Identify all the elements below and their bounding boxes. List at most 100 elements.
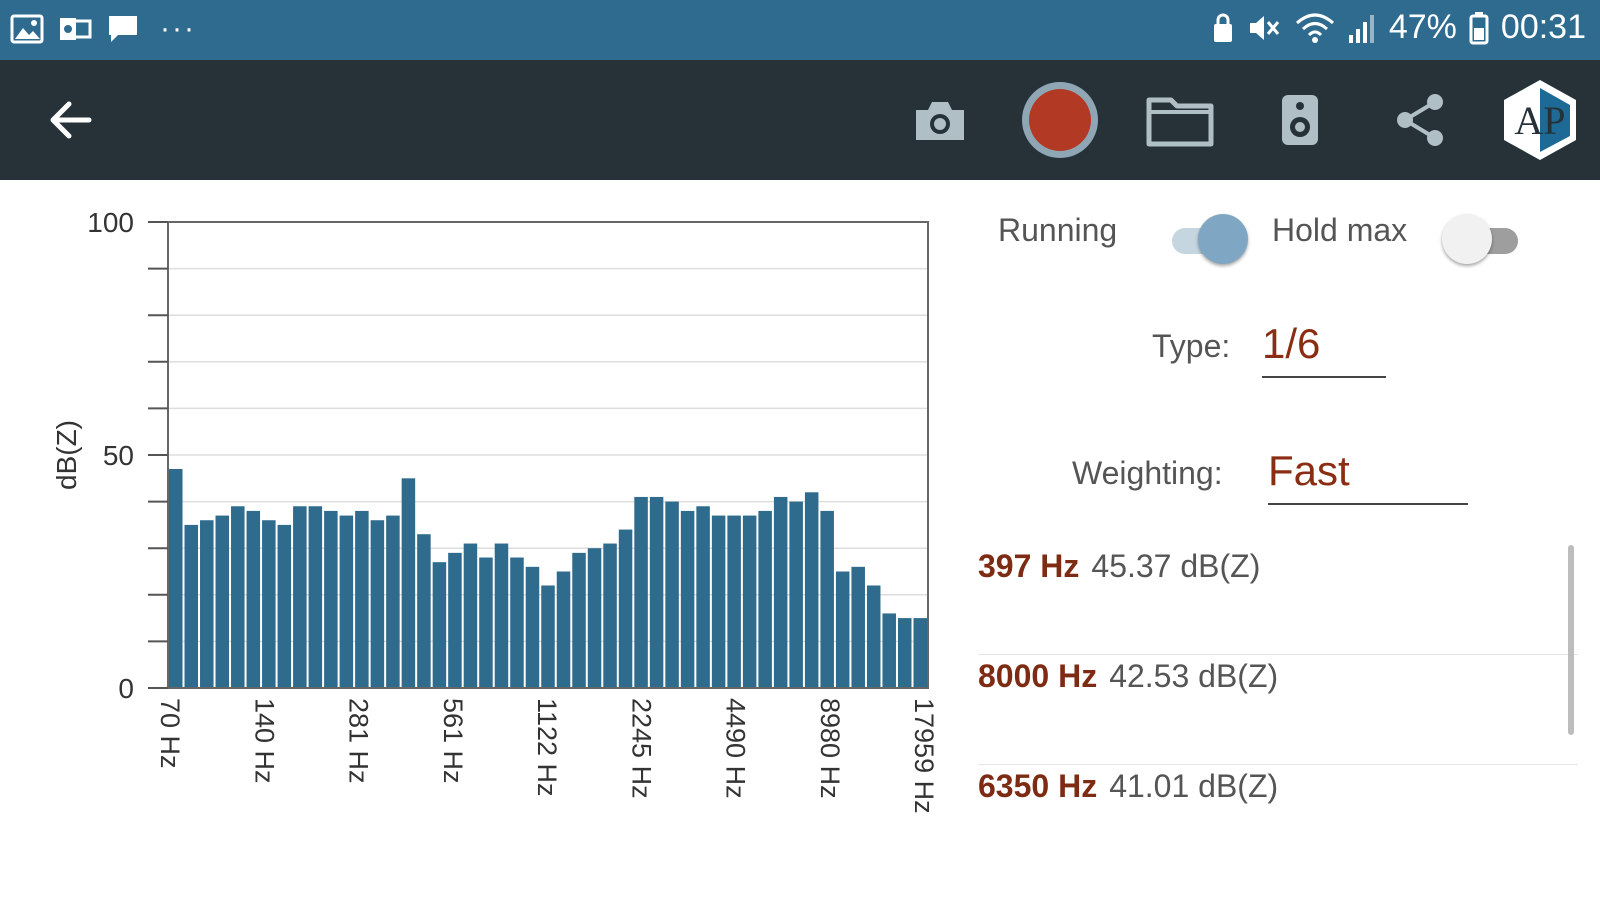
chart-bar (882, 613, 896, 688)
y-tick-label: 50 (103, 440, 134, 471)
chart-bar (262, 520, 276, 688)
chart-bar (277, 524, 292, 688)
chart-bar (649, 496, 664, 688)
chart-bar (184, 524, 199, 688)
folder-icon (1146, 97, 1214, 147)
chart-bar (866, 585, 881, 688)
chart-bar (820, 510, 834, 688)
more-notifications: ··· (160, 12, 196, 45)
app-logo-icon: AP (1504, 80, 1576, 160)
wifi-icon (1295, 13, 1334, 43)
chart-bars (169, 468, 927, 688)
x-tick-label: 140 Hz (249, 698, 279, 784)
chart-bar (215, 515, 230, 688)
record-icon (1022, 82, 1098, 158)
hold-max-toggle[interactable] (1442, 214, 1522, 264)
chart-bar (510, 557, 524, 688)
chart-bar (525, 566, 540, 688)
chart-labels: 0 50 100 dB(Z) 70 Hz 140 Hz 281 Hz 561 Hz 1122 H… (51, 207, 939, 814)
folder-button[interactable] (1140, 60, 1220, 180)
chart-bar (742, 515, 757, 688)
app-logo-button[interactable]: AP (1495, 60, 1585, 180)
chart-bar (401, 478, 416, 688)
peak-row: 8000 Hz 42.53 dB(Z) (978, 658, 1278, 695)
app-logo-text: AP (1514, 98, 1565, 143)
status-bar: ··· 47% 00:31 (0, 0, 1600, 60)
chart-bar (897, 618, 912, 688)
chart-bar (494, 543, 509, 688)
chart-bar (556, 571, 571, 688)
camera-button[interactable] (900, 60, 980, 180)
chart-bar (246, 510, 261, 688)
peak-divider (978, 654, 1578, 655)
peak-list-scrollbar[interactable] (1568, 545, 1574, 735)
peak-frequency: 397 Hz (978, 548, 1080, 584)
record-button[interactable] (1015, 60, 1105, 180)
y-axis-label: dB(Z) (51, 420, 82, 490)
chart-bar (432, 562, 447, 688)
x-tick-label: 281 Hz (344, 698, 374, 784)
chart-bar (603, 543, 617, 688)
speaker-icon (1282, 95, 1318, 145)
share-icon (1397, 94, 1443, 146)
chart-bar (618, 529, 633, 688)
chart-bar (541, 585, 555, 688)
mute-icon (1249, 15, 1279, 40)
status-bar-right: 47% 00:31 (1211, 8, 1586, 47)
arrow-left-icon (50, 101, 92, 139)
y-tick-label: 100 (87, 207, 134, 238)
back-button[interactable] (30, 60, 110, 180)
peak-level: 45.37 dB(Z) (1091, 548, 1261, 584)
chart-bar (386, 515, 400, 688)
share-button[interactable] (1380, 60, 1460, 180)
x-tick-label: 561 Hz (438, 698, 468, 784)
chart-bar (680, 510, 695, 688)
chart-bar (587, 548, 602, 688)
type-selector[interactable]: 1/6 (1262, 320, 1386, 378)
x-tick-label: 2245 Hz (626, 698, 656, 799)
chart-bar (370, 520, 385, 688)
weighting-label: Weighting: (1072, 455, 1223, 491)
running-toggle[interactable] (1168, 214, 1248, 264)
gallery-icon (10, 14, 44, 44)
outlook-icon (60, 18, 92, 40)
chart-bar (463, 543, 478, 688)
spectrum-chart-svg: 0 50 100 dB(Z) 70 Hz 140 Hz 281 Hz 561 Hz 1122 H… (51, 207, 939, 814)
chart-bar (231, 506, 245, 688)
camera-icon (916, 102, 964, 140)
hold-max-toggle-knob (1442, 214, 1492, 264)
weighting-selector[interactable]: Fast (1268, 447, 1468, 505)
chart-bar (758, 510, 772, 688)
chart-bar (293, 506, 307, 688)
chart-bar (634, 496, 648, 688)
hold-max-label: Hold max (1272, 212, 1408, 248)
chart-bar (200, 520, 214, 688)
signal-icon (1348, 14, 1374, 43)
speaker-button[interactable] (1260, 60, 1340, 180)
chart-bar (913, 618, 927, 688)
chart-bar (417, 534, 431, 688)
chart-bar (773, 496, 788, 688)
chart-bar (169, 468, 183, 688)
chart-bar (355, 510, 369, 688)
running-label: Running (998, 212, 1118, 248)
peak-frequency: 6350 Hz (978, 768, 1098, 804)
chart-bar (324, 510, 338, 688)
clock: 00:31 (1500, 8, 1586, 46)
battery-icon (1469, 11, 1489, 44)
peak-level: 41.01 dB(Z) (1109, 768, 1279, 804)
chart-bar (835, 571, 850, 688)
peak-level: 42.53 dB(Z) (1109, 658, 1279, 694)
x-tick-label: 1122 Hz (532, 698, 562, 797)
chart-bar (308, 506, 323, 688)
app-toolbar: AP (0, 60, 1600, 180)
chart-bar (789, 501, 803, 688)
peak-divider (978, 764, 1578, 765)
x-tick-label: 70 Hz (155, 698, 185, 769)
peak-row: 6350 Hz 41.01 dB(Z) (978, 768, 1278, 805)
message-icon (109, 16, 137, 42)
spectrum-chart: 0 50 100 dB(Z) 70 Hz 140 Hz 281 Hz 561 Hz 1122 H… (40, 200, 970, 850)
running-toggle-knob (1198, 214, 1248, 264)
peak-frequency: 8000 Hz (978, 658, 1098, 694)
chart-bar (696, 506, 710, 688)
